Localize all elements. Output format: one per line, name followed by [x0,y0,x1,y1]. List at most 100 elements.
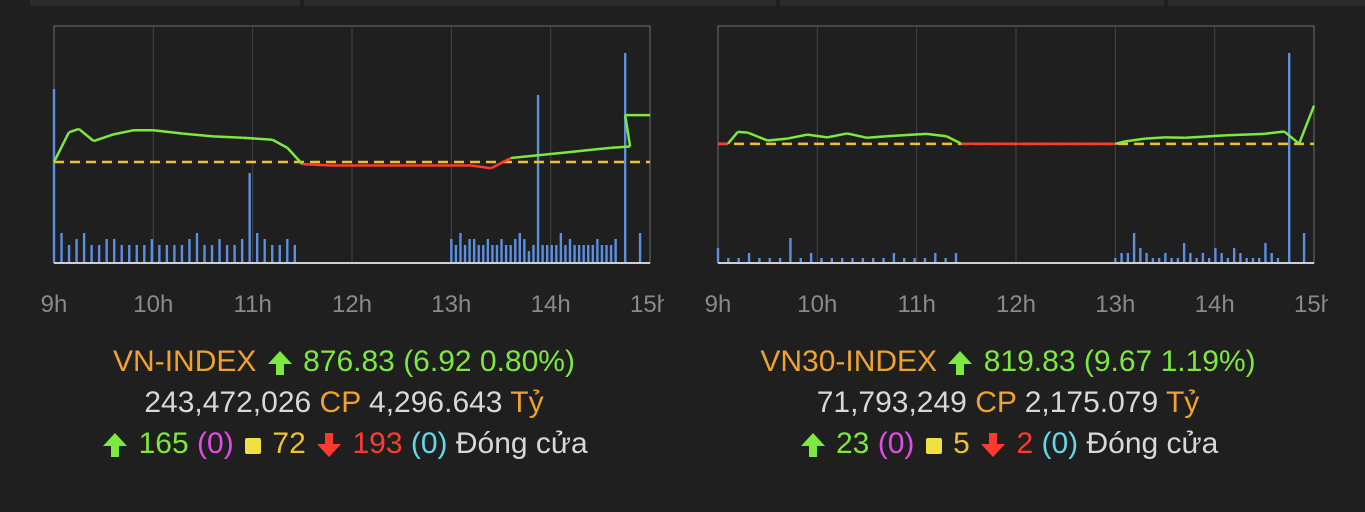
price-line-segment [926,132,947,138]
price-line-segment [1283,130,1300,145]
turnover-value: 4,296.643 [369,386,503,419]
volume-bar [210,245,214,263]
vn30-panel: 9h 10h 11h 12h 13h 14h 15h VN30-INDEX 819.83 (… [688,0,1328,512]
volume-bar [550,245,553,263]
volume-bar [1239,253,1242,263]
vn30-volume-line: 71,793,249 CP 2,175.079 Tỷ [688,383,1328,423]
volume-unit: CP [319,386,361,419]
unchanged-square-icon [245,438,262,455]
x-tick-label: 15h [1294,291,1328,318]
volume-bar [872,258,875,263]
price-line-segment [827,132,848,139]
volume-bar [527,251,531,263]
vnindex-chart: 9h 10h 11h 12h 13h 14h 15h [41,25,664,318]
volume-bar [150,239,154,263]
up-arrow-icon [948,351,973,376]
volume-bar [623,53,627,263]
volume-bar [830,258,834,263]
volume-bar [1176,258,1180,263]
price-line-segment [471,164,492,170]
volume-bar [135,245,138,263]
volume-bar [1182,243,1186,263]
volume-bar [1114,258,1117,263]
volume-bar [820,258,823,263]
volume-bar [747,253,751,263]
volume-bar [450,239,453,263]
volume-value: 243,472,026 [144,386,312,419]
top-tab-1[interactable] [30,0,300,6]
volume-bar [727,258,730,263]
volume-bar [778,258,782,263]
x-tick-label: 11h [898,291,936,318]
volume-bar [509,245,512,263]
price-line-segment [271,138,289,149]
volume-bar [1132,233,1136,263]
volume-bar [568,239,572,263]
volume-bar [203,245,206,263]
volume-bar [218,239,221,263]
volume-bar [609,245,613,263]
volume-bar [278,245,281,263]
ceiling-count: (0) [877,427,915,460]
volume-bar [596,239,599,263]
price-line-segment [623,114,632,147]
floor-count: (0) [1041,427,1079,460]
x-tick-label: 13h [431,291,471,318]
volume-bar [573,245,576,263]
x-tick-label: 14h [1195,291,1235,318]
volume-bar [564,245,567,263]
vn30-chart: 9h 10h 11h 12h 13h 14h 15h [705,25,1328,318]
volume-bar [263,239,266,263]
declines-count: 193 [352,427,403,460]
volume-bar [113,239,116,263]
price-line-segment [286,147,304,165]
vnindex-summary-line: VN-INDEX 876.83 (6.92 0.80%) [24,342,664,382]
volume-bar [165,245,169,263]
volume-bar [1195,258,1198,263]
volume-bar [1145,253,1148,263]
advances-count: 165 [138,427,189,460]
volume-bar [1170,258,1173,263]
volume-bar [605,245,608,263]
vnindex-breadth-line: 165 (0) 72 193 (0) Đóng cửa [24,424,664,464]
volume-bar [454,245,458,263]
volume-bar [188,239,191,263]
volume-bar [954,253,958,263]
volume-bar [638,233,642,263]
top-tab-strip [0,0,1365,6]
volume-bar [1270,253,1273,263]
volume-bar [1164,253,1167,263]
price-line-segment [1264,130,1285,136]
volume-bar [799,258,802,263]
volume-bar [463,245,467,263]
price-line-segment [1297,105,1316,145]
volume-bar [248,173,251,263]
top-tab-4[interactable] [1168,0,1365,6]
volume-bar [716,248,720,263]
x-tick-label: 14h [531,291,571,318]
volume-bar [587,245,590,263]
volume-bar [1151,258,1155,263]
turnover-unit: Tỷ [510,386,544,419]
top-tab-3[interactable] [780,0,1164,6]
price-line-segment [1184,135,1205,140]
vnindex-panel: 9h 10h 11h 12h 13h 14h 15h VN-INDEX 876.83 (6.… [24,0,664,512]
price-line-segment [767,137,788,142]
volume-bar [555,245,558,263]
market-status: Đóng cửa [455,427,588,460]
volume-bar [851,258,854,263]
volume-bar [180,245,184,263]
price-line-segment [1125,137,1146,143]
x-tick-label: 9h [705,291,732,318]
index-value: 876.83 [303,345,395,378]
volume-bar [1287,53,1291,263]
volume-bar [105,239,108,263]
volume-bar [913,258,916,263]
top-tab-2[interactable] [304,0,776,6]
volume-bar [482,245,485,263]
volume-bar [923,258,927,263]
x-tick-label: 13h [1095,291,1135,318]
price-line-segment [550,150,571,156]
price-line-segment [846,132,868,140]
x-tick-label: 12h [332,291,372,318]
